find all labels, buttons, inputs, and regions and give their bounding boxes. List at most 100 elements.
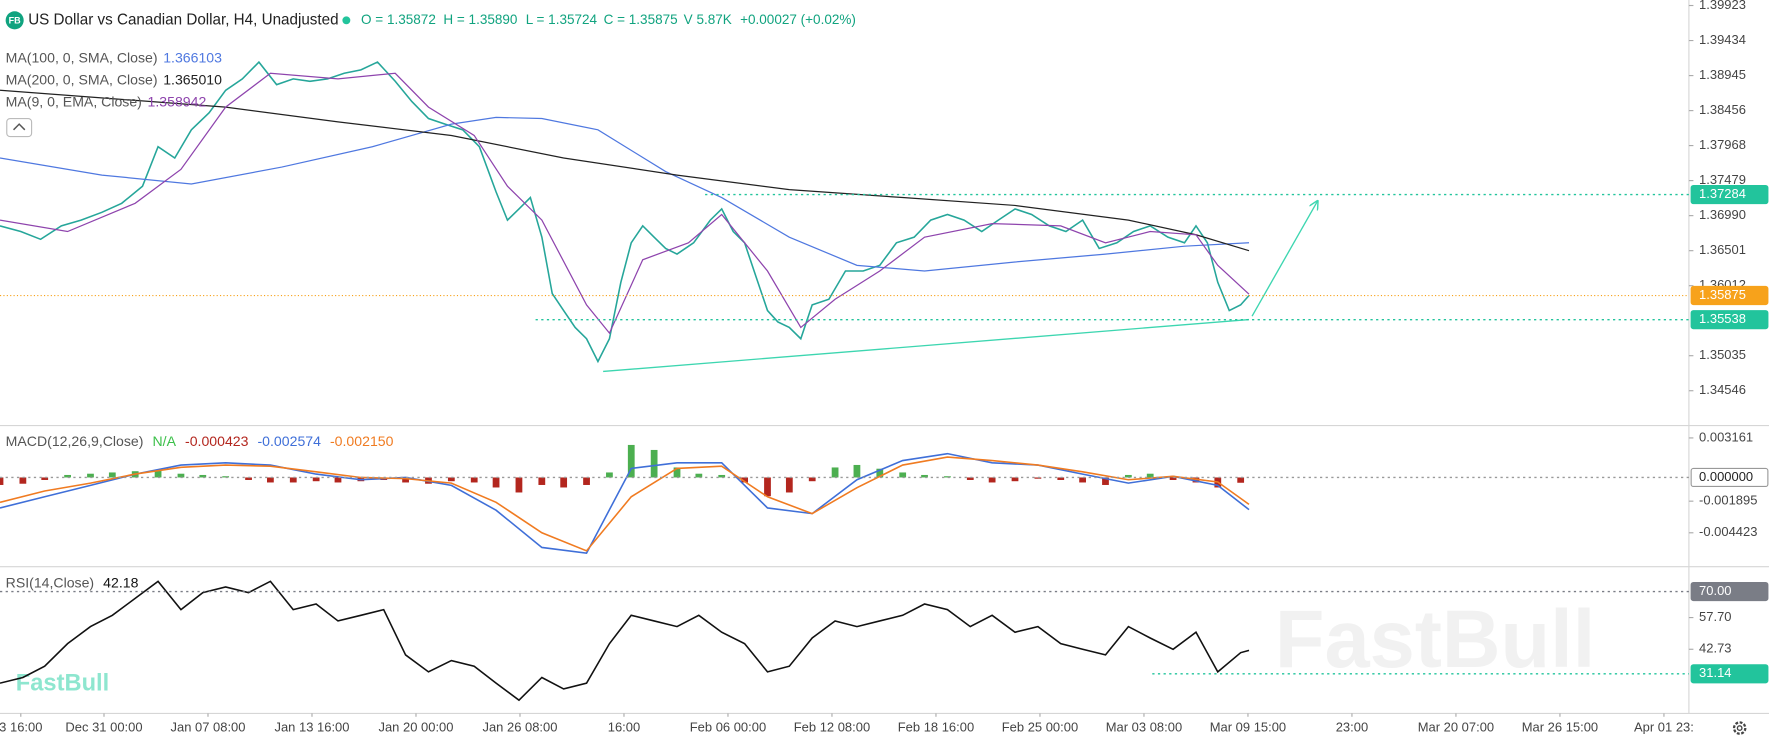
histogram-bar [695,473,703,478]
histogram-bar [966,477,974,480]
histogram-bar [583,477,590,485]
histogram-bar [899,472,907,478]
histogram-bar [853,464,861,478]
histogram-bar [538,477,546,485]
y-tick-label: 1.34546 [1699,382,1746,397]
histogram-bar [87,473,94,478]
indicator-value: -0.002574 [258,433,322,449]
settings-button[interactable] [1732,721,1747,735]
histogram-bar [19,477,27,484]
x-tick-label: Jan 07 08:00 [171,719,246,734]
y-tick-label: 1.35035 [1699,347,1746,362]
y-tick-label: 42.73 [1699,641,1731,656]
y-tick-label: 1.38456 [1699,102,1746,117]
histogram-bar [267,477,274,483]
y-tick-label: 0.003161 [1699,429,1753,444]
watermark-small: FastBull [16,670,109,696]
high: H = 1.35890 [443,12,517,27]
current-price-box [1690,285,1769,306]
histogram-bar [560,477,568,488]
moving-average-line [0,89,1250,252]
collapse-button[interactable] [6,117,33,138]
x-tick-label: Mar 26 15:00 [1522,719,1598,734]
x-tick-label: 3 16:00 [0,719,42,734]
histogram-bar [199,474,207,478]
change: +0.00027 (+0.02%) [740,12,856,27]
legend-value: 1.358942 [148,93,207,109]
legend-name: MA(200, 0, SMA, Close) [6,71,158,87]
histogram-bar [515,477,523,493]
trend-arrow [1251,201,1318,317]
x-tick-label: 23:00 [1336,719,1368,734]
moving-average-line [0,72,1250,335]
level-label: 1.35538 [1699,311,1746,326]
x-tick-label: Dec 31 00:00 [65,719,142,734]
y-tick-label: 57.70 [1699,609,1731,624]
y-tick-label: 1.39434 [1699,32,1746,47]
x-tick-label: Jan 20 00:00 [378,719,453,734]
indicator-title: RSI(14,Close) [6,574,94,590]
histogram-bar [876,468,884,478]
legend-value: 1.366103 [163,49,222,65]
y-tick-label: 1.37479 [1699,172,1746,187]
histogram-bar [1011,477,1019,482]
indicator-value: -0.000423 [185,433,249,449]
gear-inner[interactable] [1736,725,1743,732]
x-tick-label: Mar 20 07:00 [1418,719,1494,734]
histogram-bar [312,477,320,482]
x-tick-label: Feb 18 16:00 [898,719,974,734]
x-tick-label: Jan 26 08:00 [482,719,557,734]
histogram-bar [1079,477,1086,483]
histogram-bar [606,472,613,478]
histogram-bar [673,467,681,478]
histogram-bar [402,477,409,483]
status-dot [342,16,351,25]
histogram-bar [470,477,478,483]
y-tick-label: -0.001895 [1699,493,1757,508]
x-tick-label: Jan 13 16:00 [274,719,349,734]
level-label: 31.14 [1699,665,1731,680]
open: O = 1.35872 [361,12,436,27]
histogram-bar [334,477,342,483]
level-box [1690,467,1769,488]
histogram-bar [447,477,455,482]
histogram-bar [154,469,162,478]
trend-line [603,318,1250,373]
histogram-bar [988,477,996,483]
y-tick-label: 1.39923 [1699,0,1746,12]
histogram-bar [64,474,71,478]
level-box [1690,581,1769,602]
watermark: FastBull [1275,594,1595,685]
histogram-bar [1057,477,1065,480]
histogram-bar [289,477,297,483]
histogram-bar [785,477,793,493]
level-label: 1.37284 [1699,186,1746,201]
histogram-bar [627,444,635,478]
logo-text: FB [9,15,22,25]
y-tick-label: 1.38945 [1699,67,1746,82]
y-tick-label: -0.004423 [1699,524,1757,539]
x-tick-label: Feb 12 08:00 [794,719,870,734]
legend-name: MA(9, 0, EMA, Close) [6,93,142,109]
close: C = 1.35875 [604,12,678,27]
symbol-title: US Dollar vs Canadian Dollar, H4, Unadju… [28,11,338,28]
volume: V 5.87K [684,12,732,27]
x-tick-label: Feb 06 00:00 [690,719,766,734]
histogram-bar [764,477,771,497]
level-label: 70.00 [1699,583,1731,598]
level-label: 0.000000 [1699,469,1753,484]
level-box [1690,184,1769,205]
indicator-title: MACD(12,26,9,Close) [6,433,144,449]
low: L = 1.35724 [526,12,598,27]
histogram-bar [0,477,4,485]
histogram-bar [1102,477,1109,485]
histogram-bar [944,476,951,478]
collapse-box[interactable] [6,117,33,138]
gear-outer[interactable] [1732,721,1747,735]
series-line [0,60,1250,364]
histogram-bar [108,472,116,478]
collapse-icon[interactable] [13,123,26,131]
x-tick-label: Mar 09 15:00 [1210,719,1286,734]
x-tick-label: Apr 01 23: [1634,719,1694,734]
